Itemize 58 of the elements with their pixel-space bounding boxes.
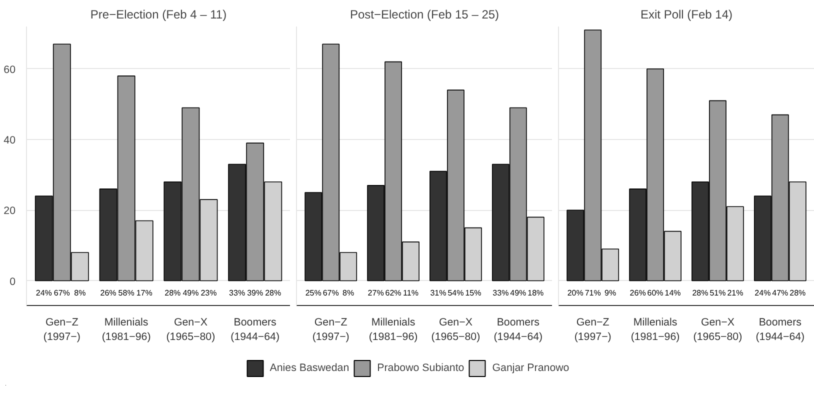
data-label: 18% — [528, 288, 544, 298]
x-tick-label: Millenials (1981−96) — [102, 316, 151, 343]
legend-label: Prabowo Subianto — [377, 362, 464, 374]
legend-label: Ganjar Pranowo — [492, 362, 570, 374]
data-label: 28% — [265, 288, 282, 298]
data-label: 23% — [200, 288, 217, 298]
data-label: 17% — [136, 288, 152, 298]
x-tick-label: Gen−X (1965−80) — [693, 316, 742, 343]
data-label: 27% — [368, 288, 384, 298]
chart-title: Pre−Election (Feb 4 – 11) — [90, 8, 227, 22]
data-label: 25% — [305, 288, 322, 298]
data-label: 49% — [510, 288, 526, 298]
data-label: 28% — [790, 288, 806, 298]
x-tick-label: Boomers (1944−64) — [230, 316, 280, 343]
data-label: 67% — [54, 288, 70, 298]
chart-title: Exit Poll (Feb 14) — [640, 8, 733, 22]
chart-title: Post−Election (Feb 15 – 25) — [350, 8, 500, 22]
data-label: 28% — [164, 288, 181, 298]
y-tick-label: 0 — [10, 276, 16, 288]
x-tick-label: Millenials (1981−96) — [630, 316, 680, 343]
x-tick-label: Gen−Z (1997−) — [312, 316, 350, 343]
data-label: 15% — [465, 288, 482, 298]
data-label: 33% — [229, 288, 246, 298]
data-label: 8% — [74, 288, 86, 298]
x-tick-label: Gen−X (1965−80) — [166, 316, 216, 343]
y-tick-label: 60 — [4, 64, 16, 76]
data-label: 11% — [403, 288, 418, 298]
x-tick-label: Gen−X (1965−80) — [431, 316, 480, 343]
y-tick-label: 20 — [4, 205, 16, 218]
x-tick-label: Millenials (1981−96) — [368, 316, 418, 343]
data-label: 47% — [772, 288, 788, 298]
data-label: 24% — [754, 288, 771, 298]
data-label: 21% — [727, 288, 744, 298]
x-tick-label: Gen−Z (1997−) — [574, 316, 612, 343]
x-tick-label: Boomers (1944−64) — [494, 316, 543, 343]
data-label: 31% — [430, 288, 446, 298]
data-label: 33% — [492, 288, 509, 298]
data-label: 67% — [322, 288, 339, 298]
data-label: 62% — [385, 288, 402, 298]
data-label: 49% — [182, 288, 199, 298]
data-label: 8% — [342, 288, 354, 298]
data-label: 9% — [604, 288, 616, 298]
data-label: 54% — [448, 288, 464, 298]
data-label: 24% — [36, 288, 52, 298]
data-label: 14% — [664, 288, 681, 298]
x-tick-label: Boomers (1944−64) — [756, 316, 805, 343]
data-label: 60% — [647, 288, 664, 298]
data-label: 71% — [584, 288, 601, 298]
data-label: 20% — [567, 288, 584, 298]
data-label: 58% — [118, 288, 134, 298]
data-label: 39% — [247, 288, 264, 298]
data-label: 26% — [630, 288, 646, 298]
legend-label: Anies Baswedan — [270, 362, 350, 374]
x-tick-label: Gen−Z (1997−) — [43, 316, 80, 343]
data-label: 28% — [692, 288, 708, 298]
data-label: 51% — [710, 288, 726, 298]
y-tick-label: 40 — [4, 134, 16, 147]
data-label: 26% — [100, 288, 116, 298]
